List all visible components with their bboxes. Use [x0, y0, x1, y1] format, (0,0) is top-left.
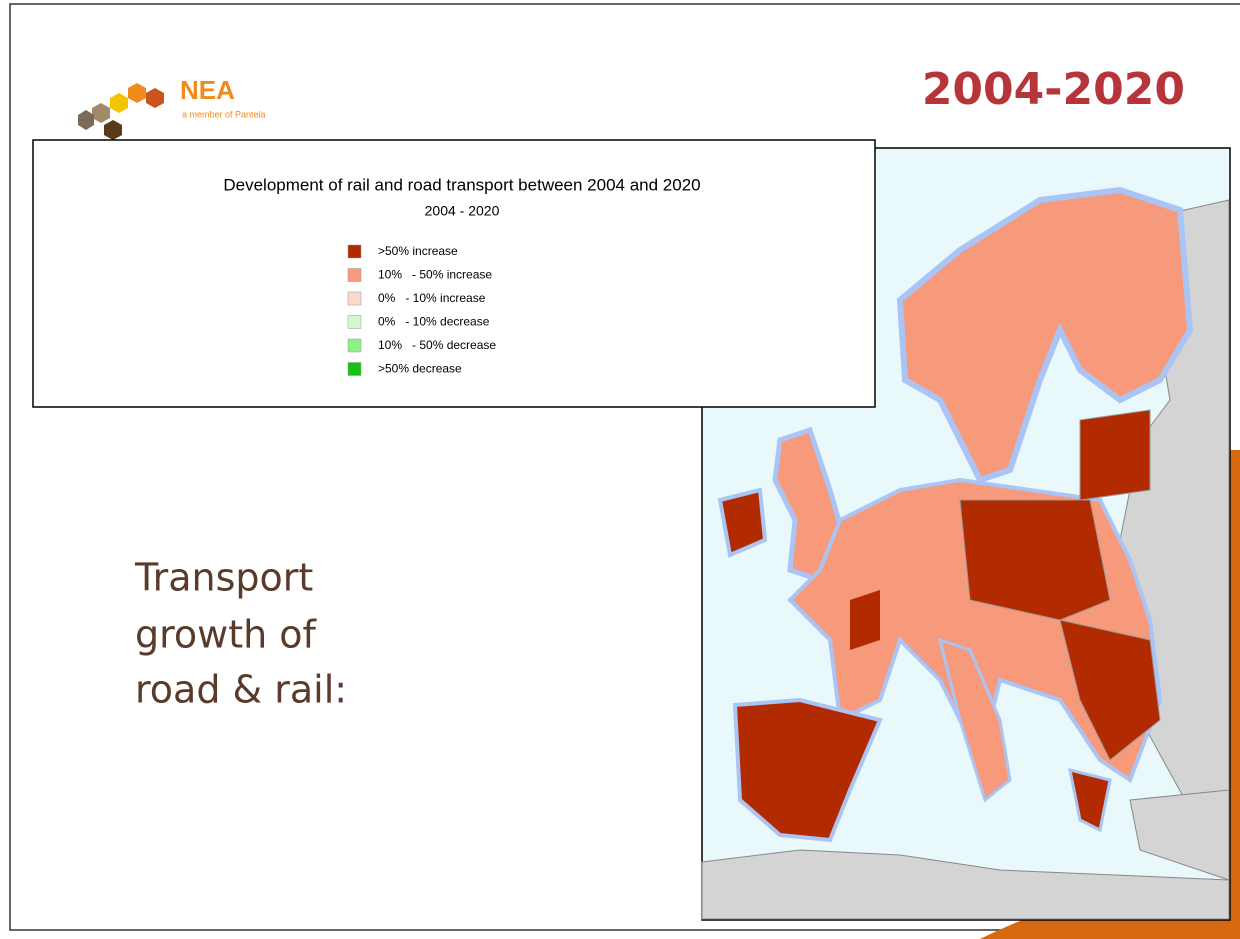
region-high	[1059, 619, 1161, 761]
logo-hex	[78, 110, 94, 130]
legend-swatch	[347, 338, 362, 353]
legend-swatch	[347, 268, 362, 282]
legend-label: 0% - 10% decrease	[378, 315, 490, 329]
logo-hex	[110, 93, 128, 113]
legend-title: Development of rail and road transport b…	[223, 175, 700, 194]
accent-bar	[1229, 450, 1240, 900]
region-increase	[937, 637, 1012, 803]
legend-box	[32, 139, 876, 408]
logo-hex	[128, 83, 146, 103]
land-other	[701, 849, 1230, 920]
logo-hex	[146, 88, 164, 108]
legend-swatch	[347, 291, 362, 306]
region-high	[1068, 767, 1112, 833]
map	[701, 147, 1231, 921]
region-high	[1079, 409, 1151, 501]
land-other	[1129, 789, 1230, 881]
logo-hex	[104, 120, 122, 140]
region-high	[732, 697, 883, 843]
legend-label: >50% decrease	[378, 362, 462, 376]
logo-tagline: a member of Panteia	[182, 109, 266, 119]
region-high	[850, 590, 880, 650]
legend-label: 10% - 50% decrease	[378, 338, 496, 352]
legend-label: 0% - 10% increase	[378, 291, 486, 305]
region-high	[717, 487, 768, 558]
legend-subtitle: 2004 - 2020	[425, 203, 500, 219]
slide-title: 2004-2020	[922, 64, 1185, 115]
legend-label: 10% - 50% increase	[378, 268, 492, 282]
legend-items: >50% increase 10% - 50% increase 0% - 10% …	[347, 244, 496, 376]
logo: NEA a member of Panteia	[78, 75, 266, 140]
region-high	[959, 499, 1111, 621]
body-line: Transport	[134, 556, 313, 600]
legend-swatch	[347, 315, 362, 329]
legend-swatch	[347, 362, 362, 376]
legend-label: >50% increase	[378, 244, 458, 258]
legend-swatch	[347, 244, 362, 259]
body-line: road & rail:	[135, 668, 347, 712]
logo-hex	[92, 103, 110, 123]
logo-name: NEA	[180, 75, 235, 105]
body-line: growth of	[135, 613, 318, 657]
region-increase	[896, 186, 1194, 484]
